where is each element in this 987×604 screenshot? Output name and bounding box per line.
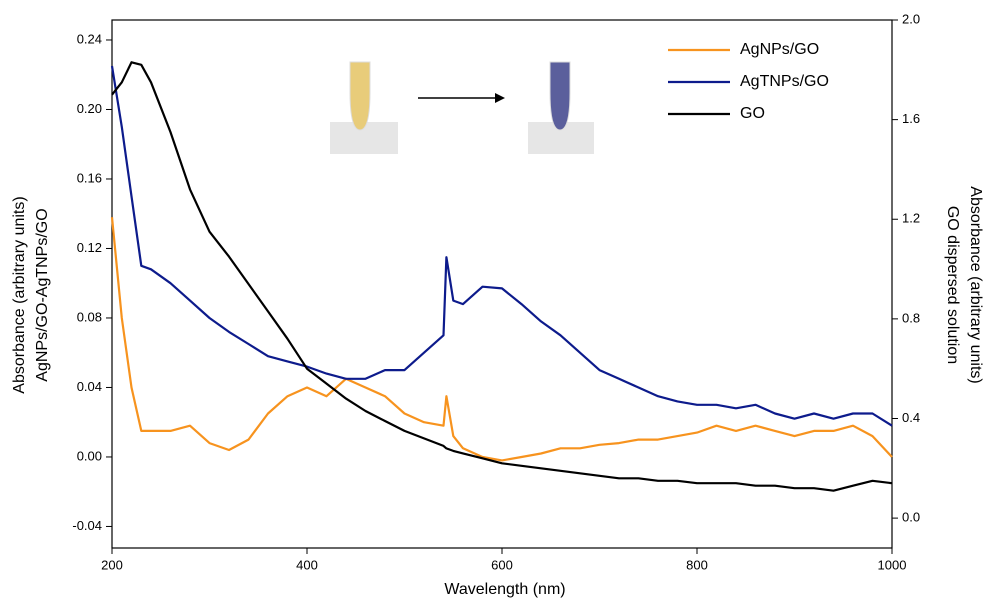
y2-axis-label: GO dispersed solution bbox=[944, 206, 961, 364]
arrow-head bbox=[495, 93, 505, 103]
series-line bbox=[110, 217, 893, 462]
y-tick-label: 0.00 bbox=[77, 448, 102, 463]
inset-image bbox=[330, 61, 594, 154]
y-tick-label: 0.08 bbox=[77, 309, 102, 324]
y-axis-label: Absorbance (arbitrary units) bbox=[11, 196, 28, 393]
y-tick-label: -0.04 bbox=[72, 518, 102, 533]
x-axis-label: Wavelength (nm) bbox=[444, 581, 565, 598]
y-tick-label: 0.24 bbox=[77, 31, 102, 46]
tube bbox=[349, 61, 371, 131]
y-tick-label: 0.12 bbox=[77, 240, 102, 255]
y2-tick-label: 2.0 bbox=[902, 11, 920, 26]
y2-tick-label: 1.6 bbox=[902, 111, 920, 126]
legend-label: GO bbox=[740, 105, 765, 122]
x-tick-label: 400 bbox=[296, 557, 318, 572]
series-line bbox=[111, 61, 893, 492]
legend-label: AgTNPs/GO bbox=[740, 73, 829, 90]
y2-axis-label: Absorbance (arbitrary units) bbox=[967, 186, 984, 383]
y2-tick-label: 1.2 bbox=[902, 211, 920, 226]
x-tick-label: 600 bbox=[491, 557, 513, 572]
y-tick-label: 0.16 bbox=[77, 170, 102, 185]
y2-tick-label: 0.0 bbox=[902, 510, 920, 525]
x-tick-label: 800 bbox=[686, 557, 708, 572]
y-tick-label: 0.20 bbox=[77, 101, 102, 116]
y2-tick-label: 0.8 bbox=[902, 310, 920, 325]
x-tick-label: 1000 bbox=[878, 557, 907, 572]
legend-label: AgNPs/GO bbox=[740, 41, 819, 58]
y-tick-label: 0.04 bbox=[77, 379, 102, 394]
y-axis-label: AgNPs/GO-AgTNPs/GO bbox=[34, 208, 51, 381]
tube bbox=[549, 61, 571, 131]
series-line bbox=[110, 65, 893, 427]
x-tick-label: 200 bbox=[101, 557, 123, 572]
y2-tick-label: 0.4 bbox=[902, 410, 920, 425]
